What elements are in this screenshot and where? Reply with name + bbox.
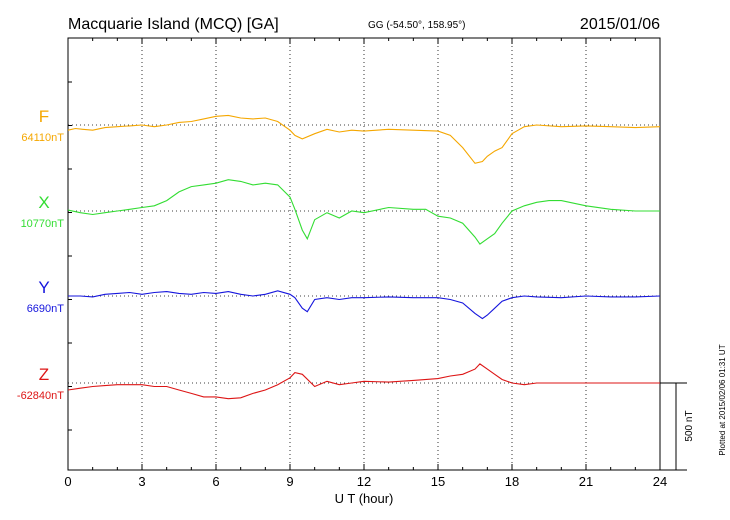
plotted-timestamp: Plotted at 2015/02/06 01:31 UT bbox=[718, 344, 727, 455]
x-tick-label: 24 bbox=[653, 474, 667, 489]
series-line-z bbox=[67, 363, 660, 400]
series-line-f bbox=[67, 114, 661, 164]
x-tick-label: 12 bbox=[357, 474, 371, 489]
series-line-y bbox=[68, 290, 661, 320]
x-tick-label: 3 bbox=[138, 474, 145, 489]
x-tick-label: 6 bbox=[212, 474, 219, 489]
x-tick-label: 18 bbox=[505, 474, 519, 489]
x-tick-label: 9 bbox=[286, 474, 293, 489]
x-axis-label: U T (hour) bbox=[335, 491, 394, 506]
baseline-value-z: -62840nT bbox=[17, 390, 64, 402]
series-name-z: Z bbox=[39, 365, 49, 384]
series-line-x bbox=[67, 179, 660, 245]
axis-ticks: 0 3 6 9 12 15 18 21 24 bbox=[64, 38, 667, 489]
baseline-value-y: 6690nT bbox=[27, 303, 65, 315]
series-labels: F 64110nT X 10770nT Y 6690nT Z -62840nT bbox=[17, 107, 64, 402]
scale-bar: 500 nT bbox=[660, 382, 695, 471]
x-tick-label: 21 bbox=[579, 474, 593, 489]
baseline-value-x: 10770nT bbox=[21, 218, 65, 230]
series-lines bbox=[67, 114, 661, 400]
series-name-y: Y bbox=[38, 278, 49, 297]
station-coordinates: GG (-54.50°, 158.95°) bbox=[368, 20, 466, 31]
x-tick-label: 15 bbox=[431, 474, 445, 489]
chart-date: 2015/01/06 bbox=[580, 16, 660, 33]
series-name-x: X bbox=[38, 193, 49, 212]
x-tick-label: 0 bbox=[64, 474, 71, 489]
series-name-f: F bbox=[39, 107, 49, 126]
scale-bar-label: 500 nT bbox=[684, 410, 695, 441]
grid bbox=[68, 38, 660, 470]
baseline-value-f: 64110nT bbox=[21, 132, 64, 144]
station-title: Macquarie Island (MCQ) [GA] bbox=[68, 16, 279, 33]
